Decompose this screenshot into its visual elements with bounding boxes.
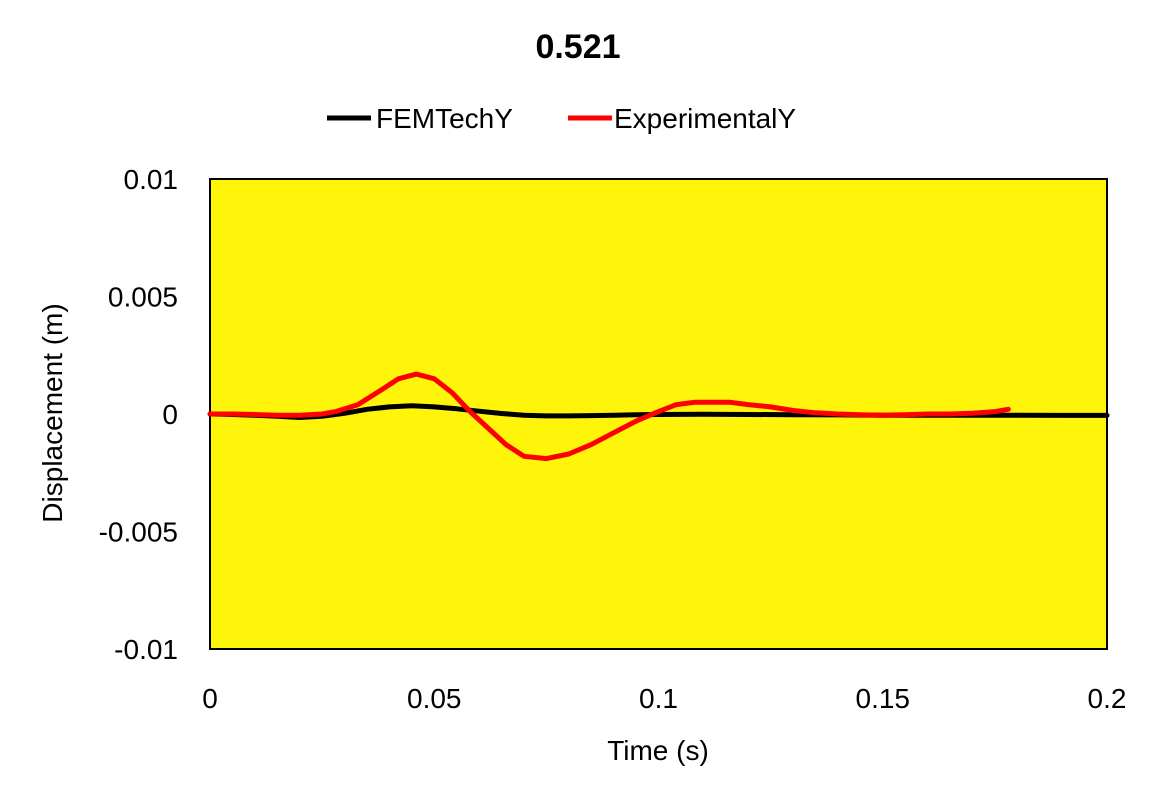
x-tick-label: 0.1 (639, 683, 678, 714)
legend: FEMTechY ExperimentalY (327, 103, 796, 134)
legend-label: FEMTechY (376, 103, 513, 134)
x-tick-label: 0.05 (407, 683, 462, 714)
y-tick-label: 0.005 (108, 282, 178, 313)
y-tick-label: 0.01 (124, 164, 179, 195)
y-tick-label: 0 (162, 399, 178, 430)
legend-label: ExperimentalY (614, 103, 796, 134)
y-tick-label: -0.005 (99, 517, 178, 548)
x-axis-label: Time (s) (607, 735, 709, 766)
series-line-2 (207, 371, 1011, 462)
x-axis-ticks: 0 0.05 0.1 0.15 0.2 (202, 683, 1126, 714)
y-axis-label: Displacement (m) (37, 303, 68, 522)
chart-title: 0.521 (535, 28, 620, 66)
x-tick-label: 0 (202, 683, 218, 714)
series-lines (207, 371, 1110, 462)
y-axis-ticks: 0.01 0.005 0 -0.005 -0.01 (99, 164, 178, 665)
y-tick-label: -0.01 (114, 634, 178, 665)
x-tick-label: 0.2 (1088, 683, 1127, 714)
x-tick-label: 0.15 (856, 683, 911, 714)
